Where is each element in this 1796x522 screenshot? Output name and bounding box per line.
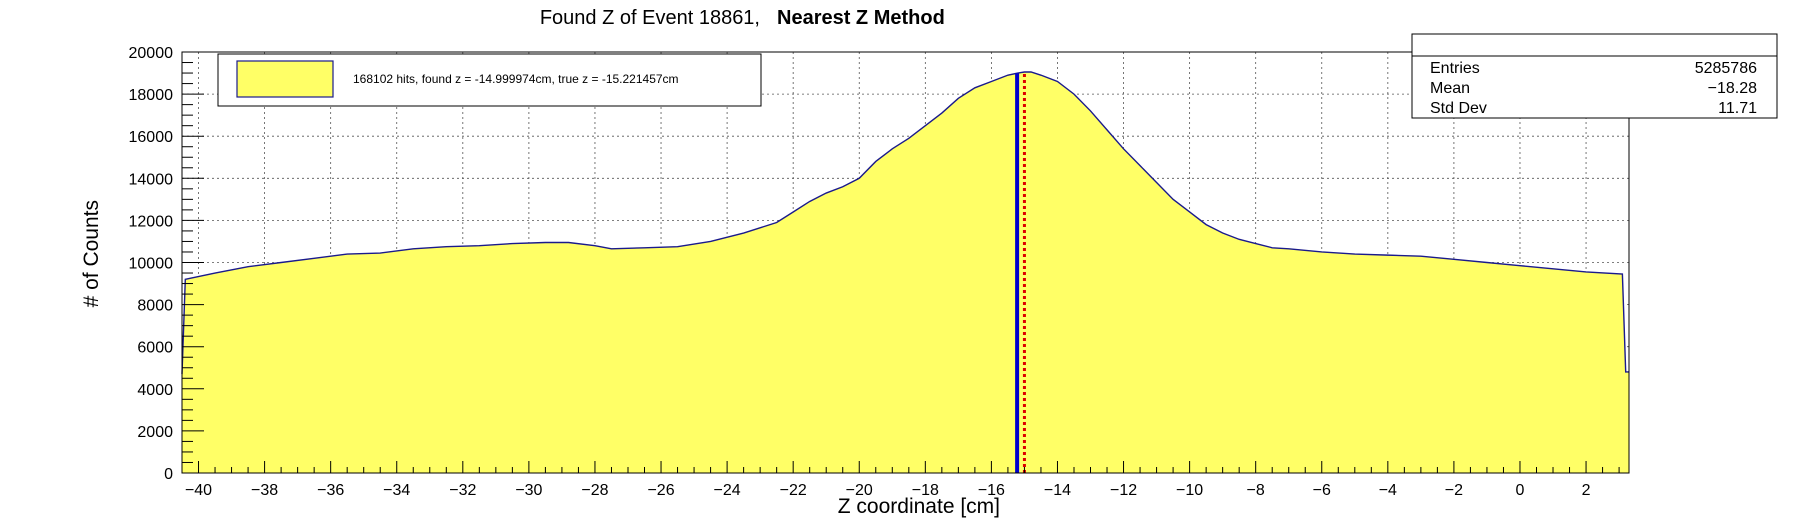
z-markers	[1015, 71, 1026, 473]
stats-frame	[1411, 33, 1778, 119]
histogram-outline	[181, 71, 1629, 375]
x-tick-label: −26	[647, 482, 674, 499]
y-tick-label: 14000	[129, 171, 174, 188]
legend-swatch	[236, 60, 334, 98]
x-tick-label: −36	[317, 482, 344, 499]
y-tick-label: 12000	[129, 213, 174, 230]
stats-stddev-value: 11.71	[1718, 100, 1757, 117]
y-tick-label: 10000	[129, 256, 174, 273]
x-tick-label: −30	[515, 482, 542, 499]
x-tick-label: −20	[846, 482, 873, 499]
y-tick-label: 4000	[137, 382, 173, 399]
x-tick-label: −10	[1176, 482, 1203, 499]
stats-entries-value: 5285786	[1695, 60, 1757, 77]
y-axis-label: # of Counts	[80, 200, 103, 307]
x-tick-label: −16	[978, 482, 1005, 499]
y-tick-label: 6000	[137, 340, 173, 357]
x-tick-label: −12	[1110, 482, 1137, 499]
x-axis-label: Z coordinate [cm]	[838, 495, 1000, 518]
x-axis: −40 −38 −36 −34 −32 −30 −28 −26 −24 −22 −20 −18 −16−…	[181, 461, 1620, 499]
y-tick-label: 16000	[129, 129, 174, 146]
chart-title: Found Z of Event 18861, Nearest Z Method	[540, 7, 945, 29]
y-tick-label: 20000	[129, 45, 174, 62]
legend-label: 168102 hits, found z = -14.999974cm, tru…	[353, 72, 679, 86]
x-tick-label: −2	[1445, 482, 1463, 499]
histogram-fill	[182, 71, 1629, 473]
stats-entries-label: Entries	[1430, 60, 1480, 77]
y-axis: 0 2000 4000 6000 8000 10000 12000 14000 16000 180…	[129, 45, 204, 483]
x-tick-label: −4	[1379, 482, 1397, 499]
x-tick-label: −32	[449, 482, 476, 499]
y-tick-label: 2000	[137, 424, 173, 441]
histogram	[181, 71, 1629, 473]
stats-mean-label: Mean	[1430, 80, 1470, 97]
y-tick-label: 8000	[137, 298, 173, 315]
x-tick-label: −24	[714, 482, 741, 499]
x-tick-label: −14	[1044, 482, 1071, 499]
x-tick-label: −34	[383, 482, 410, 499]
chart-title-method: Nearest Z Method	[777, 7, 945, 29]
x-tick-label: −40	[185, 482, 212, 499]
stats-stddev-label: Std Dev	[1430, 100, 1487, 117]
x-tick-label: −18	[912, 482, 939, 499]
x-tick-label: −38	[251, 482, 278, 499]
y-tick-label: 0	[164, 466, 173, 483]
x-tick-label: −28	[581, 482, 608, 499]
y-tick-label: 18000	[129, 87, 174, 104]
stats-mean-value: −18.28	[1708, 80, 1757, 97]
legend-box: 168102 hits, found z = -14.999974cm, tru…	[217, 53, 762, 107]
x-tick-label: 2	[1582, 482, 1591, 499]
x-tick-label: −22	[780, 482, 807, 499]
x-tick-label: −6	[1313, 482, 1331, 499]
stats-box: Entries 5285786 Mean −18.28 Std Dev 11.7…	[1411, 33, 1778, 119]
chart-title-main: Found Z of Event 18861,	[540, 7, 760, 29]
x-tick-label: 0	[1516, 482, 1525, 499]
x-tick-label: −8	[1247, 482, 1265, 499]
